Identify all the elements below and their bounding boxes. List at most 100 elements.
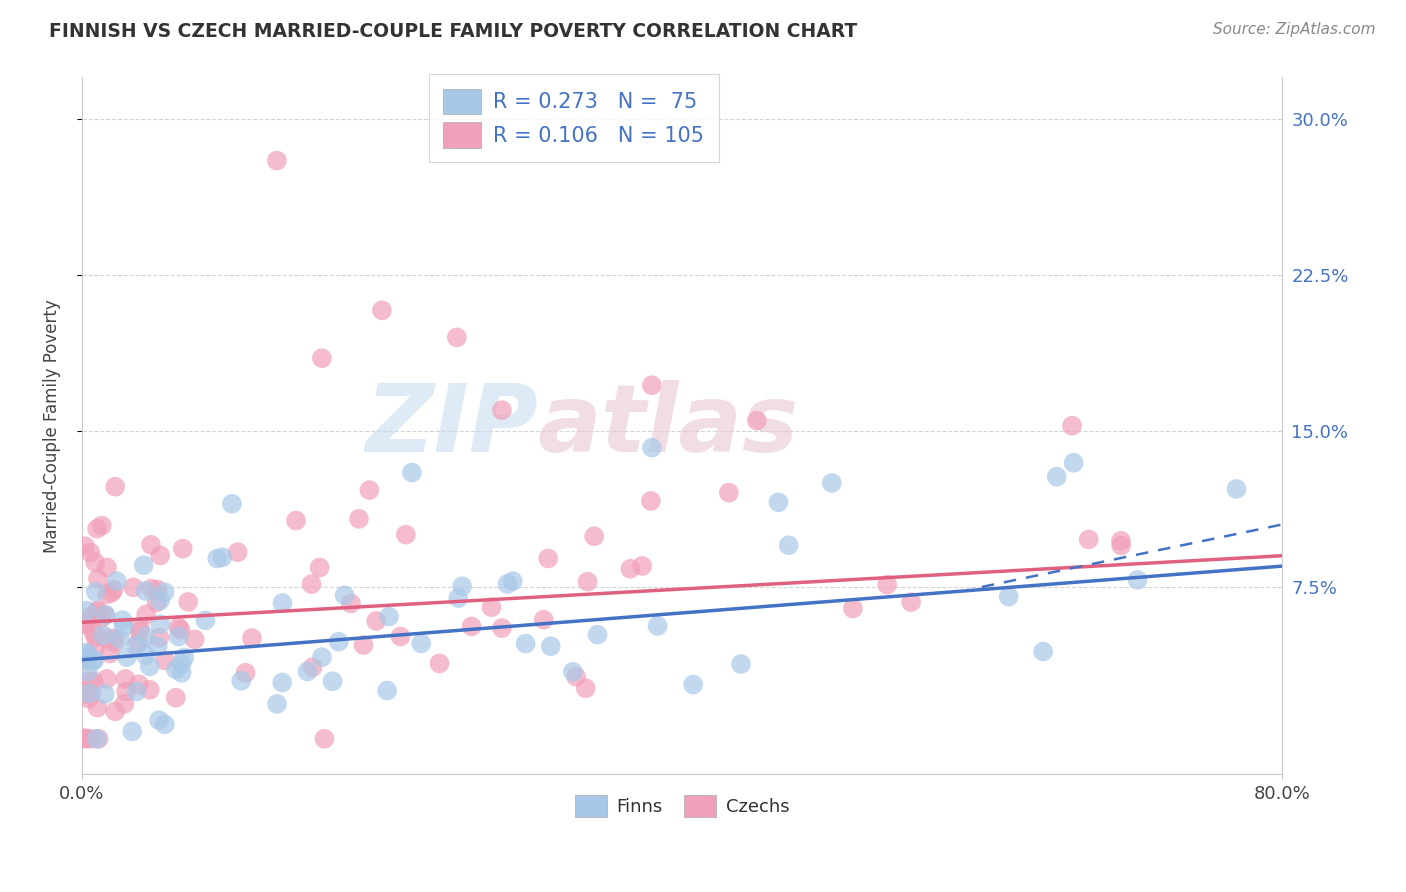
Point	[79, 731, 101, 746]
Point	[135, 648, 157, 662]
Point	[366, 614, 388, 628]
Point	[104, 480, 127, 494]
Point	[285, 514, 308, 528]
Point	[821, 475, 844, 490]
Point	[447, 591, 470, 605]
Point	[1077, 533, 1099, 547]
Point	[533, 613, 555, 627]
Point	[94, 607, 117, 622]
Point	[717, 485, 740, 500]
Point	[451, 579, 474, 593]
Point	[565, 670, 588, 684]
Point	[1060, 418, 1083, 433]
Point	[98, 647, 121, 661]
Point	[540, 639, 562, 653]
Point	[165, 662, 187, 676]
Point	[103, 635, 125, 649]
Point	[83, 653, 105, 667]
Point	[340, 596, 363, 610]
Point	[221, 497, 243, 511]
Point	[135, 607, 157, 622]
Point	[77, 673, 100, 688]
Point	[997, 590, 1019, 604]
Point	[122, 580, 145, 594]
Point	[125, 639, 148, 653]
Point	[73, 654, 96, 668]
Point	[640, 494, 662, 508]
Point	[75, 647, 97, 661]
Point	[235, 665, 257, 680]
Point	[583, 529, 606, 543]
Point	[138, 659, 160, 673]
Point	[145, 595, 167, 609]
Point	[240, 631, 263, 645]
Point	[266, 153, 288, 168]
Point	[619, 562, 641, 576]
Point	[96, 672, 118, 686]
Point	[328, 634, 350, 648]
Point	[146, 640, 169, 654]
Text: Source: ZipAtlas.com: Source: ZipAtlas.com	[1212, 22, 1375, 37]
Point	[333, 588, 356, 602]
Point	[491, 621, 513, 635]
Point	[347, 512, 370, 526]
Point	[84, 555, 107, 569]
Point	[271, 596, 294, 610]
Point	[411, 636, 433, 650]
Point	[135, 629, 157, 643]
Point	[82, 624, 104, 639]
Y-axis label: Married-Couple Family Poverty: Married-Couple Family Poverty	[44, 299, 60, 553]
Point	[146, 582, 169, 597]
Point	[148, 713, 170, 727]
Point	[169, 623, 191, 637]
Point	[73, 617, 96, 632]
Point	[153, 717, 176, 731]
Text: ZIP: ZIP	[366, 380, 538, 472]
Point	[1046, 469, 1069, 483]
Point	[128, 624, 150, 639]
Point	[86, 700, 108, 714]
Point	[112, 697, 135, 711]
Point	[502, 574, 524, 588]
Point	[75, 646, 97, 660]
Point	[271, 675, 294, 690]
Point	[79, 546, 101, 560]
Point	[149, 549, 172, 563]
Text: FINNISH VS CZECH MARRIED-COUPLE FAMILY POVERTY CORRELATION CHART: FINNISH VS CZECH MARRIED-COUPLE FAMILY P…	[49, 22, 858, 41]
Point	[114, 672, 136, 686]
Point	[86, 604, 108, 618]
Point	[148, 631, 170, 645]
Point	[108, 632, 131, 646]
Point	[115, 684, 138, 698]
Point	[84, 630, 107, 644]
Point	[165, 690, 187, 705]
Point	[183, 632, 205, 647]
Point	[231, 673, 253, 688]
Point	[90, 518, 112, 533]
Point	[322, 674, 344, 689]
Point	[778, 538, 800, 552]
Point	[768, 495, 790, 509]
Point	[132, 558, 155, 573]
Point	[371, 303, 394, 318]
Point	[170, 665, 193, 680]
Point	[77, 665, 100, 679]
Point	[378, 609, 401, 624]
Point	[173, 650, 195, 665]
Point	[682, 677, 704, 691]
Point	[900, 595, 922, 609]
Point	[77, 691, 100, 706]
Point	[84, 641, 107, 656]
Point	[82, 654, 104, 668]
Point	[79, 609, 101, 624]
Point	[167, 620, 190, 634]
Point	[86, 731, 108, 746]
Point	[301, 577, 323, 591]
Point	[75, 651, 97, 665]
Point	[301, 660, 323, 674]
Point	[100, 585, 122, 599]
Point	[641, 378, 664, 392]
Point	[94, 687, 117, 701]
Point	[94, 607, 117, 622]
Point	[103, 582, 125, 597]
